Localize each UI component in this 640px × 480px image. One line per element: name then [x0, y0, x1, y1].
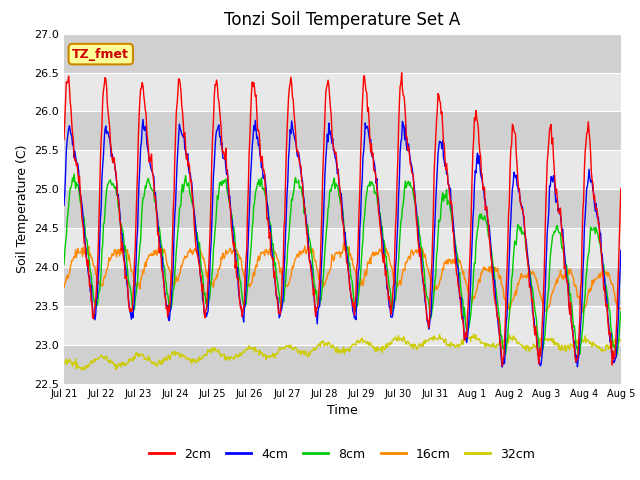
Bar — [64, 34, 621, 72]
Bar — [64, 267, 621, 306]
X-axis label: Time: Time — [327, 405, 358, 418]
Bar — [64, 228, 621, 267]
Text: TZ_fmet: TZ_fmet — [72, 48, 129, 60]
Y-axis label: Soil Temperature (C): Soil Temperature (C) — [16, 144, 29, 273]
Bar — [64, 345, 621, 384]
Bar — [64, 72, 621, 111]
Bar — [64, 189, 621, 228]
Bar — [64, 150, 621, 189]
Title: Tonzi Soil Temperature Set A: Tonzi Soil Temperature Set A — [224, 11, 461, 29]
Bar — [64, 306, 621, 345]
Bar — [64, 111, 621, 150]
Legend: 2cm, 4cm, 8cm, 16cm, 32cm: 2cm, 4cm, 8cm, 16cm, 32cm — [145, 443, 540, 466]
